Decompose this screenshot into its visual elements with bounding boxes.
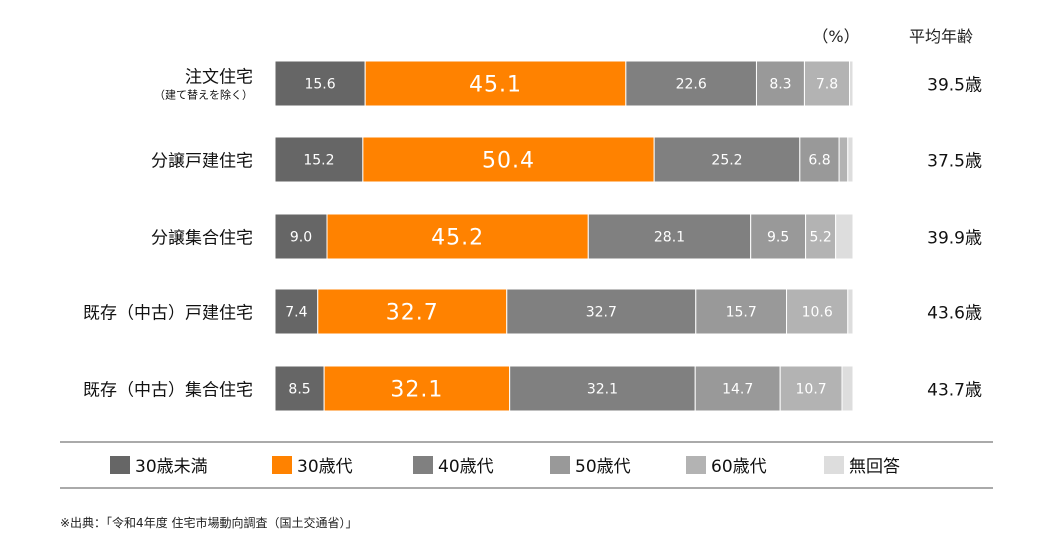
legend-swatch	[272, 456, 292, 474]
bar-segment	[587, 213, 752, 260]
bar-segment	[274, 60, 366, 107]
average-age-value: 43.6歳	[927, 304, 982, 324]
bar-segment	[506, 288, 697, 335]
bar-segment	[695, 288, 788, 335]
data-label: 10.6	[802, 305, 833, 321]
data-label: 5.2	[809, 230, 831, 246]
bar-segment	[786, 288, 849, 335]
legend-swatch	[413, 456, 433, 474]
data-label: 15.2	[303, 153, 334, 169]
data-label: 32.7	[386, 301, 439, 326]
bar-segment	[323, 365, 511, 412]
source-note: ※出典：「令和4年度 住宅市場動向調査（国土交通省）」	[60, 516, 358, 530]
bar-segment	[509, 365, 696, 412]
legend-label: 30歳代	[297, 457, 353, 477]
data-label: 45.1	[469, 73, 522, 98]
bar-segment	[841, 365, 854, 412]
category-label: 注文住宅	[185, 68, 253, 88]
legend-swatch	[110, 456, 130, 474]
data-label: 32.7	[586, 305, 617, 321]
legend-swatch	[550, 456, 570, 474]
bar-segment	[803, 60, 851, 107]
data-label: 10.7	[796, 382, 827, 398]
bar-segment	[849, 60, 854, 107]
bar-segment	[274, 213, 328, 260]
data-label: 8.3	[769, 77, 791, 93]
bar-segment	[274, 365, 325, 412]
bar-segment	[653, 136, 801, 183]
data-label: 45.2	[431, 226, 484, 251]
average-age-value: 43.7歳	[927, 381, 982, 401]
legend-swatch	[686, 456, 706, 474]
category-label: 分譲集合住宅	[151, 229, 253, 249]
category-label: 既存（中古）集合住宅	[83, 381, 253, 401]
data-label: 8.5	[288, 382, 310, 398]
data-label: 32.1	[390, 378, 443, 403]
legend-label: 40歳代	[438, 457, 494, 477]
bar-segment	[364, 60, 627, 107]
bar-segment	[799, 136, 840, 183]
bar-segment	[835, 213, 854, 260]
bar-segment	[274, 136, 364, 183]
category-label: 既存（中古）戸建住宅	[83, 304, 253, 324]
category-sublabel: （建て替えを除く）	[154, 88, 253, 102]
data-label: 14.7	[722, 382, 753, 398]
data-label: 7.4	[285, 305, 307, 321]
average-age-value: 39.9歳	[927, 229, 982, 249]
data-label: 25.2	[711, 153, 742, 169]
legend-label: 50歳代	[575, 457, 631, 477]
percent-label: （%）	[812, 27, 859, 46]
legend-swatch	[824, 456, 844, 474]
data-label: 6.8	[808, 153, 830, 169]
data-label: 15.7	[726, 305, 757, 321]
category-label: 分譲戸建住宅	[151, 152, 253, 172]
bar-segment	[847, 288, 854, 335]
data-label: 9.5	[767, 230, 789, 246]
bar-segment	[847, 136, 854, 183]
data-label: 9.0	[290, 230, 312, 246]
data-label: 50.4	[482, 149, 535, 174]
average-age-value: 39.5歳	[927, 76, 982, 96]
bar-segment	[362, 136, 655, 183]
data-label: 7.8	[816, 77, 838, 93]
bar-segment	[625, 60, 757, 107]
bar-segment	[838, 136, 849, 183]
bar-segment	[317, 288, 508, 335]
average-age-value: 37.5歳	[927, 152, 982, 172]
legend-label: 30歳未満	[135, 457, 208, 477]
legend-label: 無回答	[849, 457, 900, 477]
data-label: 32.1	[587, 382, 618, 398]
data-label: 15.6	[304, 77, 335, 93]
bar-segment	[694, 365, 781, 412]
data-label: 22.6	[676, 77, 707, 93]
bar-segment	[750, 213, 807, 260]
avg-age-header: 平均年齢	[909, 27, 973, 46]
data-label: 28.1	[654, 230, 685, 246]
bar-segment	[805, 213, 837, 260]
legend-label: 60歳代	[711, 457, 767, 477]
